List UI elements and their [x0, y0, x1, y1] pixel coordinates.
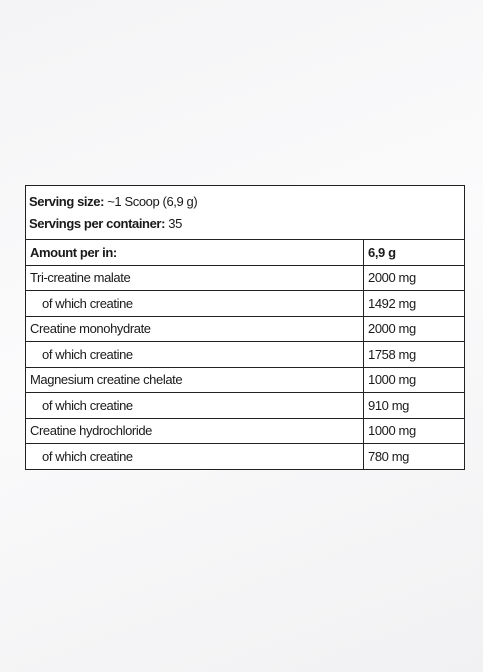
ingredient-name: Creatine hydrochloride: [26, 417, 364, 444]
ingredient-row: of which creatine 780 mg: [26, 443, 464, 469]
ingredient-name: Creatine monohydrate: [26, 315, 364, 342]
value: ~1 Scoop (6,9 g): [107, 194, 198, 209]
ingredient-name: Tri-creatine malate: [26, 264, 364, 291]
ingredient-amount: 1492 mg: [363, 290, 464, 316]
ingredient-name: of which creatine: [26, 290, 364, 316]
nutrition-panel: Serving size: ~1 Scoop (6,9 g) Servings …: [25, 185, 465, 470]
ingredient-amount: 1758 mg: [363, 341, 464, 367]
ingredient-amount: 780 mg: [363, 443, 464, 469]
header-row: Amount per in: 6,9 g: [26, 240, 464, 265]
ingredient-row: of which creatine 1758 mg: [26, 341, 464, 367]
serving-size: Serving size: ~1 Scoop (6,9 g): [29, 191, 461, 213]
label: Serving size:: [29, 194, 104, 209]
ingredient-amount: 1000 mg: [363, 366, 464, 393]
ingredient-row: Tri-creatine malate 2000 mg: [26, 264, 464, 291]
ingredient-name: of which creatine: [26, 443, 364, 469]
ingredient-amount: 910 mg: [363, 392, 464, 418]
serving-info: Serving size: ~1 Scoop (6,9 g) Servings …: [26, 186, 464, 240]
ingredient-amount: 1000 mg: [363, 417, 464, 444]
ingredient-name: of which creatine: [26, 341, 364, 367]
ingredient-table: Amount per in: 6,9 g Tri-creatine malate 20…: [26, 240, 464, 469]
ingredient-amount: 2000 mg: [363, 264, 464, 291]
ingredient-row: Creatine hydrochloride 1000 mg: [26, 417, 464, 444]
ingredient-row: Creatine monohydrate 2000 mg: [26, 315, 464, 342]
label: Servings per container:: [29, 216, 166, 231]
value: 35: [168, 216, 182, 231]
ingredient-row: Magnesium creatine chelate 1000 mg: [26, 366, 464, 393]
header-cell: Amount per in:: [26, 240, 364, 265]
ingredient-row: of which creatine 1492 mg: [26, 290, 464, 316]
header-text: 6,9 g: [368, 244, 396, 260]
ingredient-name: Magnesium creatine chelate: [26, 366, 364, 393]
header-cell: 6,9 g: [363, 240, 464, 265]
ingredient-amount: 2000 mg: [363, 315, 464, 342]
header-text: Amount per in:: [30, 244, 117, 260]
servings-per-container: Servings per container: 35: [29, 213, 461, 235]
ingredient-row: of which creatine 910 mg: [26, 392, 464, 418]
ingredient-name: of which creatine: [26, 392, 364, 418]
